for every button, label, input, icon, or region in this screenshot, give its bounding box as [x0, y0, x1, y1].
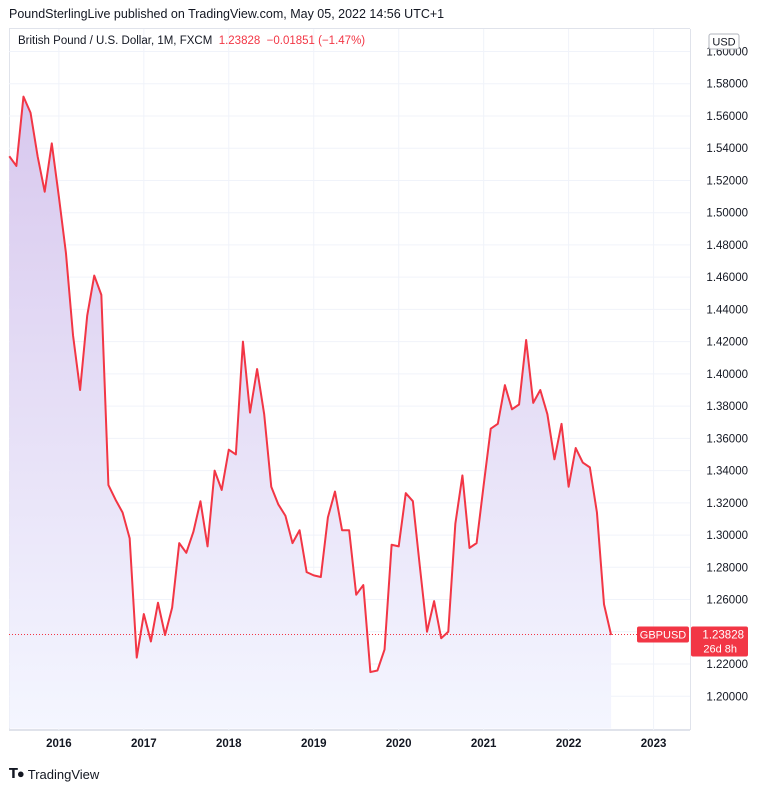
y-tick-label: 1.58000 [706, 79, 748, 91]
y-tick-label: 1.28000 [706, 562, 748, 574]
price-area-fill [9, 96, 612, 729]
bar-countdown: 26d 8h [703, 644, 737, 656]
legend-symbol: British Pound / U.S. Dollar, 1M, FXCM [18, 35, 213, 47]
x-tick-label: 2018 [216, 738, 242, 750]
legend-last-price: 1.23828 [218, 35, 261, 47]
symbol-tag-label: GBPUSD [640, 630, 687, 642]
symbol-tag [637, 626, 689, 643]
x-tick-label: 2016 [46, 738, 72, 750]
chart-legend: British Pound / U.S. Dollar, 1M, FXCM 1.… [18, 35, 365, 47]
publish-header: PoundSterlingLive published on TradingVi… [9, 7, 445, 21]
price-line [8, 95, 613, 674]
x-tick-label: 2023 [641, 738, 667, 750]
y-tick-label: 1.30000 [706, 530, 748, 542]
y-tick-label: 1.40000 [706, 369, 748, 381]
y-tick-label: 1.36000 [706, 433, 748, 445]
price-tag [691, 626, 748, 657]
y-tick-label: 1.38000 [706, 401, 748, 413]
x-tick-label: 2022 [556, 738, 582, 750]
x-tick-label: 2017 [131, 738, 157, 750]
y-tick-label: 1.22000 [706, 659, 748, 671]
y-tick-label: 1.56000 [706, 111, 748, 123]
price-tag-value: 1.23828 [702, 630, 744, 642]
tradingview-icon: 𝗧● [9, 766, 25, 781]
y-tick-label: 1.54000 [706, 143, 748, 155]
y-tick-label: 1.32000 [706, 498, 748, 510]
y-tick-label: 1.26000 [706, 595, 748, 607]
currency-box[interactable] [708, 33, 740, 50]
x-tick-label: 2020 [386, 738, 412, 750]
currency-label: USD [712, 37, 735, 49]
x-tick-label: 2021 [471, 738, 497, 750]
y-tick-label: 1.48000 [706, 240, 748, 252]
legend-change: −0.01851 (−1.47%) [266, 35, 366, 47]
y-tick-label: 1.44000 [706, 304, 748, 316]
y-tick-label: 1.50000 [706, 208, 748, 220]
tradingview-wordmark: TradingView [27, 766, 100, 782]
y-tick-label: 1.34000 [706, 466, 748, 478]
x-tick-label: 2019 [301, 738, 327, 750]
y-tick-label: 1.42000 [706, 337, 748, 349]
tradingview-logo[interactable]: 𝗧● TradingView [9, 766, 99, 782]
y-tick-label: 1.46000 [706, 272, 748, 284]
y-tick-label: 1.20000 [706, 691, 748, 703]
y-tick-label: 1.52000 [706, 175, 748, 187]
